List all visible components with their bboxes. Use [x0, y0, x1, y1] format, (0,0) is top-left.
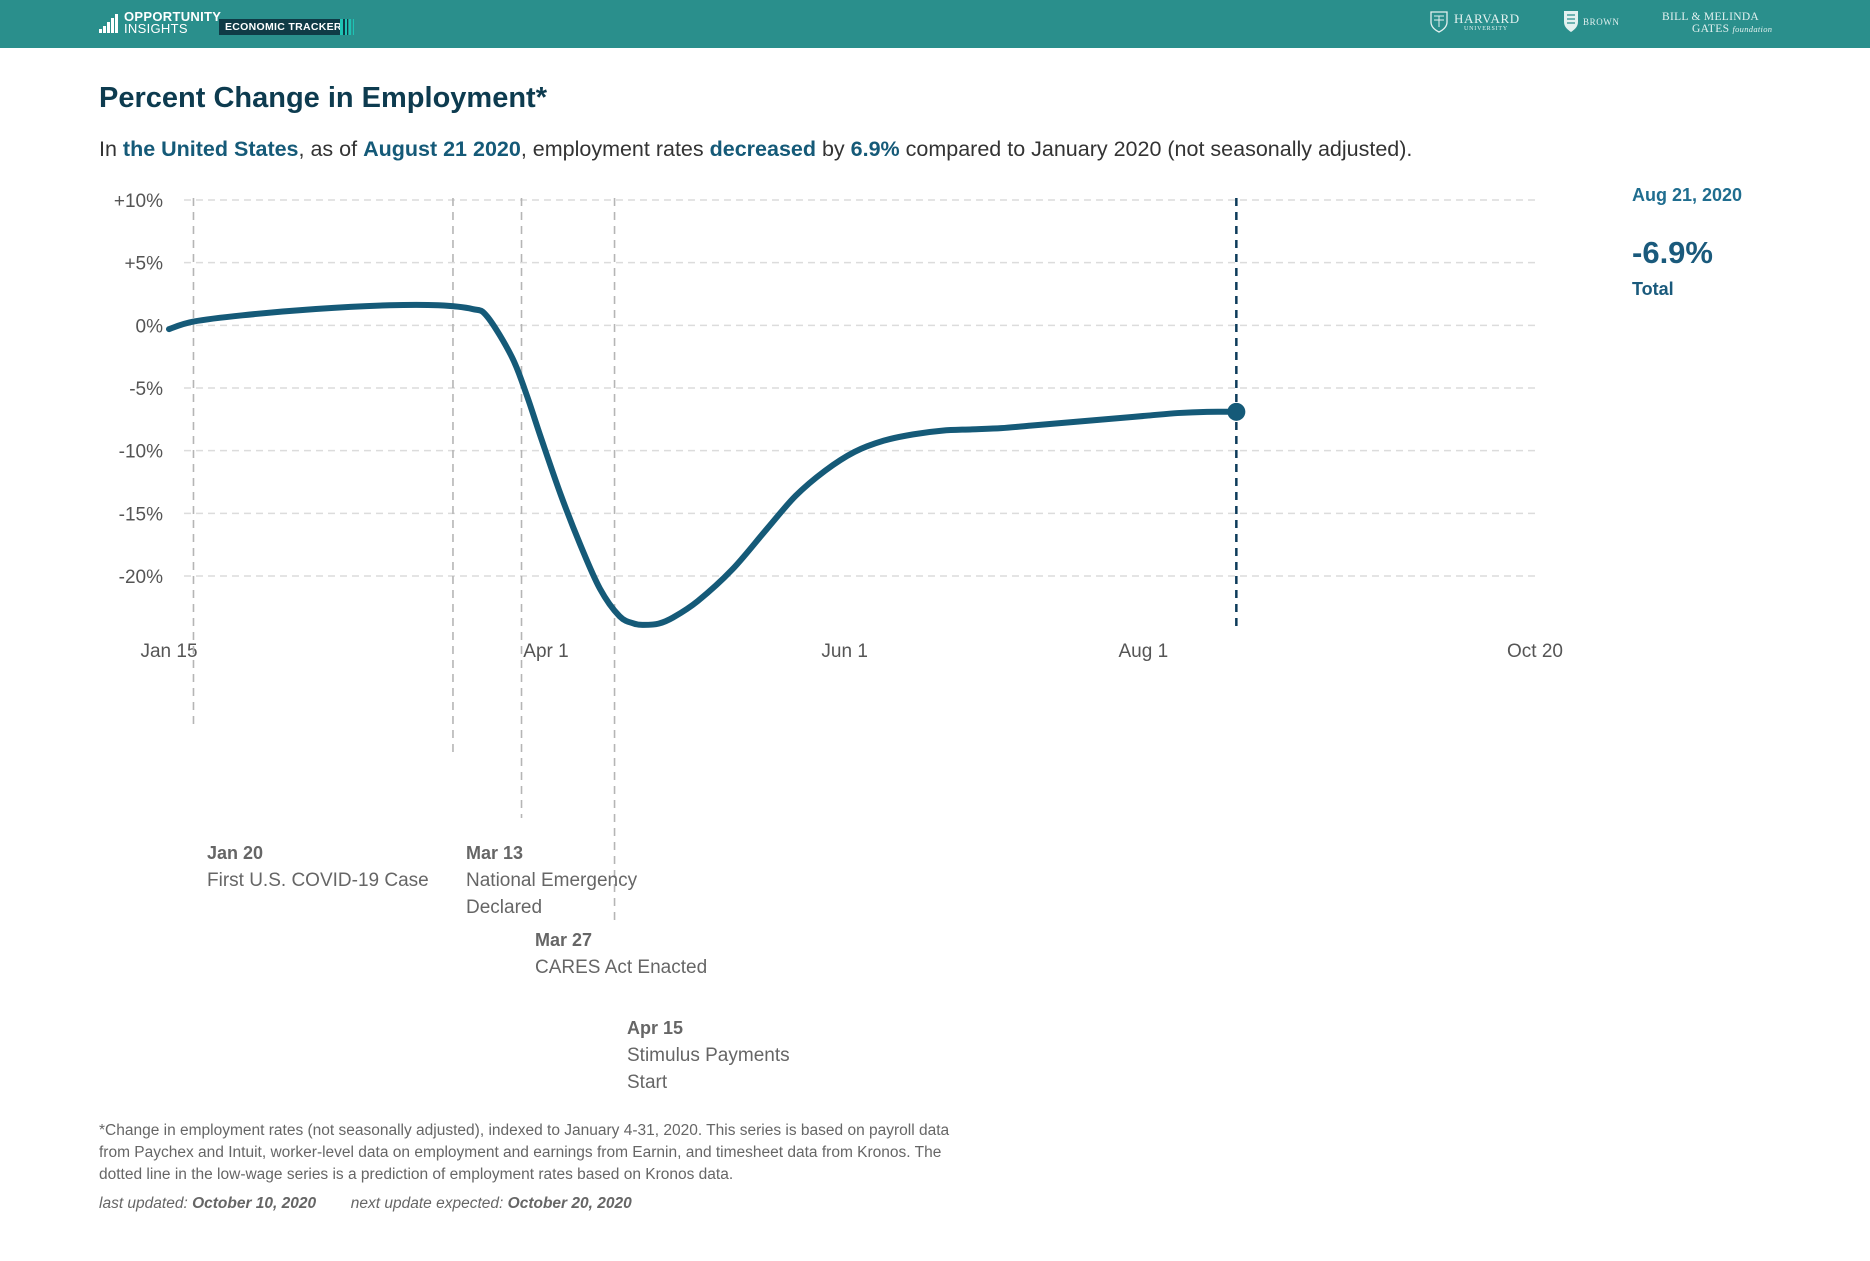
- sidebar-date: Aug 21, 2020: [1632, 185, 1743, 205]
- opportunity-insights-logo[interactable]: OPPORTUNITY INSIGHTS: [124, 9, 222, 36]
- summary-sentence: In the United States, as of August 21 20…: [99, 137, 1412, 162]
- logo-line-2: INSIGHTS: [124, 21, 188, 36]
- summary-direction: decreased: [709, 137, 816, 161]
- summary-text-1: In: [99, 137, 123, 161]
- y-tick-label: -10%: [119, 442, 163, 463]
- top-bar: OPPORTUNITY INSIGHTS ECONOMIC TRACKER HA…: [0, 0, 1870, 48]
- y-tick-label: -5%: [129, 379, 163, 400]
- x-tick-label: Jan 15: [140, 641, 197, 662]
- harvard-shield-icon: [1430, 11, 1448, 33]
- gates-foundation-word: foundation: [1732, 24, 1773, 34]
- summary-date: August 21 2020: [363, 137, 521, 161]
- brown-shield-icon: [1564, 11, 1578, 32]
- next-update-value: October 20, 2020: [507, 1195, 632, 1212]
- event-annotation-jan20: Jan 20 First U.S. COVID-19 Case: [207, 840, 467, 894]
- y-tick-label: -15%: [119, 504, 163, 525]
- y-tick-label: +5%: [124, 254, 163, 275]
- summary-text-2: , as of: [298, 137, 364, 161]
- summary-text-4: by: [816, 137, 851, 161]
- update-info: last updated: October 10, 2020 next upda…: [99, 1195, 632, 1213]
- event-date: Mar 27: [535, 930, 593, 950]
- event-annotation-mar13: Mar 13 National Emergency Declared: [466, 840, 666, 921]
- economic-tracker-badge[interactable]: ECONOMIC TRACKER: [219, 19, 348, 35]
- footnote: *Change in employment rates (not seasona…: [99, 1122, 950, 1183]
- y-tick-label: +10%: [114, 191, 163, 212]
- tracker-stripes-icon: [340, 19, 354, 35]
- summary-text-5: compared to January 2020 (not seasonally…: [899, 137, 1413, 161]
- y-tick-label: 0%: [136, 316, 164, 337]
- current-value-point: [1227, 402, 1246, 421]
- event-date: Jan 20: [207, 843, 264, 863]
- sidebar-series-label[interactable]: Total: [1632, 279, 1674, 299]
- sidebar-value: -6.9%: [1632, 235, 1713, 270]
- event-date: Mar 13: [466, 843, 524, 863]
- last-updated-label: last updated:: [99, 1195, 188, 1212]
- gates-line-2: GATES foundation: [1692, 23, 1772, 35]
- logo-line-1: OPPORTUNITY: [124, 9, 222, 24]
- x-tick-label: Apr 1: [523, 641, 568, 662]
- event-text: First U.S. COVID-19 Case: [207, 870, 429, 891]
- harvard-name: HARVARD: [1454, 11, 1520, 26]
- harvard-sub: UNIVERSITY: [1464, 26, 1508, 32]
- page-title: Percent Change in Employment*: [99, 82, 547, 114]
- series-line-total: [166, 301, 1240, 628]
- event-date: Apr 15: [627, 1018, 684, 1038]
- brown-name: BROWN: [1583, 17, 1620, 27]
- event-text: CARES Act Enacted: [535, 957, 708, 978]
- event-text: National Emergency Declared: [466, 870, 638, 918]
- next-update-label: next update expected:: [350, 1195, 504, 1212]
- x-tick-label: Oct 20: [1507, 641, 1563, 662]
- summary-amount: 6.9%: [850, 137, 900, 161]
- gates-name: GATES: [1692, 23, 1730, 35]
- event-annotation-apr15: Apr 15 Stimulus Payments Start: [627, 1015, 827, 1096]
- y-tick-label: -20%: [119, 567, 163, 588]
- event-annotation-mar27: Mar 27 CARES Act Enacted: [535, 927, 795, 981]
- event-text: Stimulus Payments Start: [627, 1045, 790, 1093]
- summary-text-3: , employment rates: [520, 137, 710, 161]
- opportunity-insights-logo-icon: [99, 14, 118, 33]
- x-tick-label: Aug 1: [1118, 641, 1168, 662]
- x-tick-label: Jun 1: [821, 641, 867, 662]
- summary-location[interactable]: the United States: [122, 137, 299, 161]
- gates-line-1: BILL & MELINDA: [1662, 11, 1760, 23]
- last-updated-value: October 10, 2020: [192, 1195, 317, 1212]
